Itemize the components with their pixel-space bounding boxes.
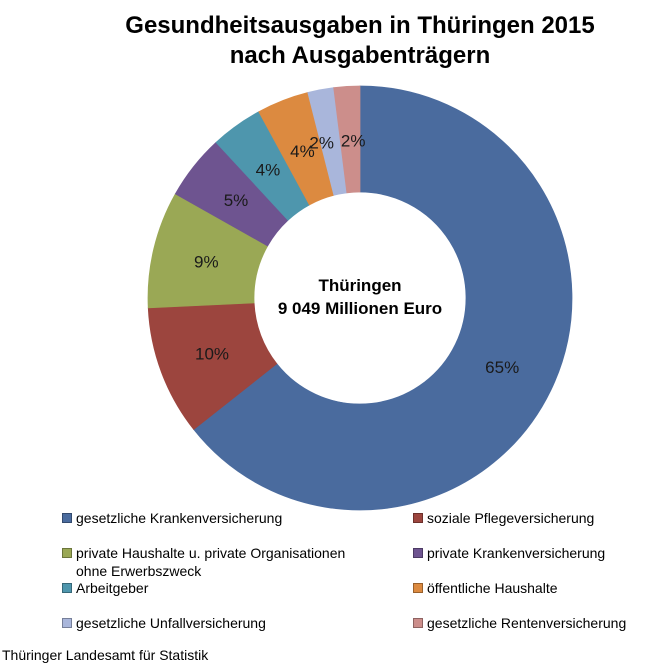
legend-swatch-0 <box>62 513 72 523</box>
slice-percent-label-0: 65% <box>485 358 519 377</box>
donut-slice-7 <box>333 85 361 194</box>
donut-center-label: Thüringen 9 049 Millionen Euro <box>210 274 510 320</box>
chart-title-line2: nach Ausgabenträgern <box>229 42 491 69</box>
legend-swatch-3 <box>413 548 423 558</box>
legend-item-4: Arbeitgeber <box>62 580 413 615</box>
legend-label-7: gesetzliche Rentenversicherung <box>427 615 627 631</box>
chart-title-line1: Gesundheitsausgaben in Thüringen 2015 <box>125 12 595 39</box>
slice-percent-label-4: 4% <box>256 161 281 180</box>
legend: gesetzliche Krankenversicherung soziale P… <box>62 510 654 650</box>
legend-item-2: private Haushalte u. private Organisatio… <box>62 545 413 580</box>
slice-percent-label-7: 2% <box>341 131 366 150</box>
legend-label-1: soziale Pflegeversicherung <box>427 510 595 526</box>
legend-label-3: private Krankenversicherung <box>427 545 606 561</box>
legend-item-7: gesetzliche Rentenversicherung <box>413 615 654 650</box>
slice-percent-label-1: 10% <box>195 344 229 363</box>
legend-label-5: öffentliche Haushalte <box>427 580 558 596</box>
legend-swatch-7 <box>413 618 423 628</box>
source-note: Thüringer Landesamt für Statistik <box>2 647 209 663</box>
center-label-total: 9 049 Millionen Euro <box>277 299 443 318</box>
legend-swatch-2 <box>62 548 72 558</box>
legend-swatch-6 <box>62 618 72 628</box>
donut-chart: 65%10%9%5%4%4%2% 2% <box>147 85 573 511</box>
center-label-region: Thüringen <box>318 276 402 295</box>
donut-slice-0 <box>193 85 573 511</box>
legend-item-6: gesetzliche Unfallversicherung <box>62 615 413 650</box>
legend-label-4: Arbeitgeber <box>76 580 149 596</box>
slice-percent-label-6: 2% <box>309 134 334 153</box>
legend-label-2: private Haushalte u. private Organisatio… <box>76 545 346 579</box>
legend-item-0: gesetzliche Krankenversicherung <box>62 510 413 545</box>
slice-percent-label-5: 4% <box>290 142 315 161</box>
chart-title: Gesundheitsausgaben in Thüringen 2015 na… <box>63 11 657 71</box>
legend-item-1: soziale Pflegeversicherung <box>413 510 654 545</box>
legend-swatch-1 <box>413 513 423 523</box>
legend-item-5: öffentliche Haushalte <box>413 580 654 615</box>
slice-percent-label-2: 9% <box>194 252 219 271</box>
legend-label-0: gesetzliche Krankenversicherung <box>76 510 283 526</box>
slice-percent-label-3: 5% <box>224 191 249 210</box>
legend-label-6: gesetzliche Unfallversicherung <box>76 615 266 631</box>
legend-swatch-5 <box>413 583 423 593</box>
legend-swatch-4 <box>62 583 72 593</box>
legend-item-3: private Krankenversicherung <box>413 545 654 580</box>
